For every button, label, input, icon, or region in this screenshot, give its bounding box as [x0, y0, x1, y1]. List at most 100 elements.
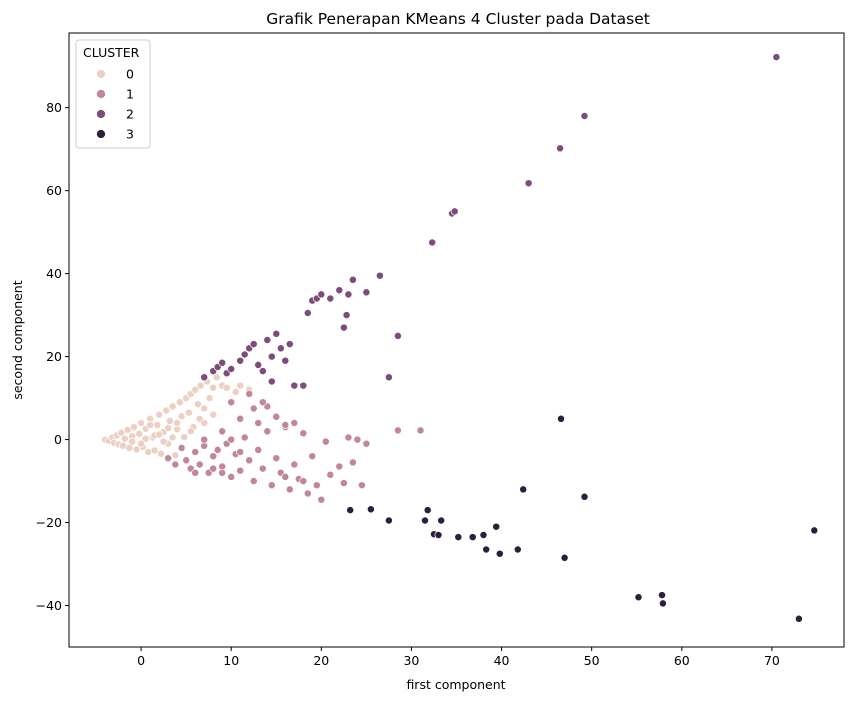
- data-point: [168, 433, 177, 442]
- data-point: [348, 275, 357, 284]
- data-point: [317, 495, 326, 504]
- data-point: [384, 373, 393, 382]
- data-point: [580, 492, 589, 501]
- data-point: [299, 477, 308, 486]
- data-point: [267, 481, 276, 490]
- data-point: [339, 479, 348, 488]
- x-tick-label: 70: [764, 653, 780, 668]
- data-point: [482, 545, 491, 554]
- data-point: [312, 481, 321, 490]
- legend-marker: [96, 109, 106, 119]
- data-point: [164, 424, 173, 432]
- data-point: [290, 460, 299, 469]
- data-point: [117, 428, 126, 437]
- data-point: [236, 466, 245, 475]
- data-point: [495, 549, 504, 558]
- y-tick-label: 20: [46, 349, 62, 364]
- data-point: [348, 458, 357, 467]
- data-point: [191, 468, 200, 477]
- data-point: [342, 311, 351, 320]
- data-point: [437, 516, 446, 525]
- data-point: [165, 416, 174, 425]
- data-point: [285, 340, 294, 349]
- data-point: [393, 426, 402, 435]
- plot-area: [101, 53, 819, 623]
- data-point: [357, 481, 366, 490]
- data-point: [159, 437, 168, 446]
- data-point: [222, 383, 231, 392]
- y-tick-label: −40: [36, 598, 62, 613]
- data-point: [180, 433, 189, 442]
- data-point: [344, 433, 353, 442]
- data-point: [254, 445, 263, 454]
- data-point: [272, 329, 281, 338]
- data-point: [303, 309, 312, 317]
- data-point: [195, 460, 204, 469]
- data-point: [375, 271, 384, 280]
- y-tick-label: 60: [46, 183, 62, 198]
- legend-marker: [96, 69, 106, 79]
- data-point: [321, 437, 330, 446]
- data-point: [150, 446, 159, 455]
- x-tick-label: 10: [223, 653, 239, 668]
- data-point: [658, 591, 666, 600]
- chart-title: Grafik Penerapan KMeans 4 Cluster pada D…: [266, 10, 650, 28]
- data-point: [519, 485, 528, 494]
- data-point: [155, 430, 164, 439]
- data-point: [366, 505, 375, 514]
- data-point: [299, 381, 308, 390]
- legend-label: 0: [126, 67, 134, 82]
- data-point: [344, 290, 353, 299]
- data-point: [177, 443, 186, 452]
- legend: CLUSTER 0 1 2 3: [75, 39, 151, 149]
- data-point: [263, 336, 272, 344]
- data-point: [276, 344, 285, 353]
- data-point: [218, 427, 227, 436]
- data-point: [184, 408, 193, 417]
- data-point: [267, 377, 276, 386]
- legend-title: CLUSTER: [83, 45, 140, 60]
- data-point: [164, 454, 173, 463]
- data-point: [209, 464, 218, 473]
- data-point: [346, 506, 355, 515]
- data-point: [209, 383, 218, 392]
- data-point: [191, 448, 200, 456]
- data-point: [468, 533, 477, 542]
- data-point: [240, 433, 249, 442]
- series-cluster-3: [346, 414, 819, 623]
- data-point: [200, 373, 209, 382]
- data-point: [258, 398, 267, 407]
- data-point: [303, 489, 312, 498]
- data-point: [326, 470, 335, 479]
- data-point: [272, 454, 281, 463]
- legend-label: 3: [126, 127, 134, 142]
- y-tick-label: 40: [46, 266, 62, 281]
- data-point: [182, 456, 191, 465]
- data-point: [146, 421, 155, 429]
- x-tick-label: 40: [494, 653, 510, 668]
- data-point: [557, 414, 565, 423]
- legend-box: [75, 39, 151, 149]
- data-point: [227, 365, 236, 373]
- data-point: [137, 419, 146, 427]
- data-point: [200, 419, 209, 427]
- data-point: [362, 288, 371, 297]
- data-point: [308, 452, 317, 461]
- data-point: [299, 429, 308, 438]
- data-point: [123, 426, 132, 434]
- data-point: [317, 290, 326, 299]
- data-point: [263, 427, 272, 436]
- data-point: [281, 472, 290, 481]
- series-cluster-0: [101, 373, 254, 460]
- axes-frame: [68, 32, 845, 648]
- data-point: [153, 421, 162, 429]
- data-point: [245, 456, 254, 465]
- data-point: [384, 516, 393, 525]
- legend-marker: [96, 89, 106, 99]
- series-cluster-1: [164, 389, 425, 504]
- data-point: [428, 238, 437, 247]
- data-point: [209, 452, 218, 461]
- legend-label: 2: [126, 107, 134, 122]
- data-point: [120, 434, 129, 443]
